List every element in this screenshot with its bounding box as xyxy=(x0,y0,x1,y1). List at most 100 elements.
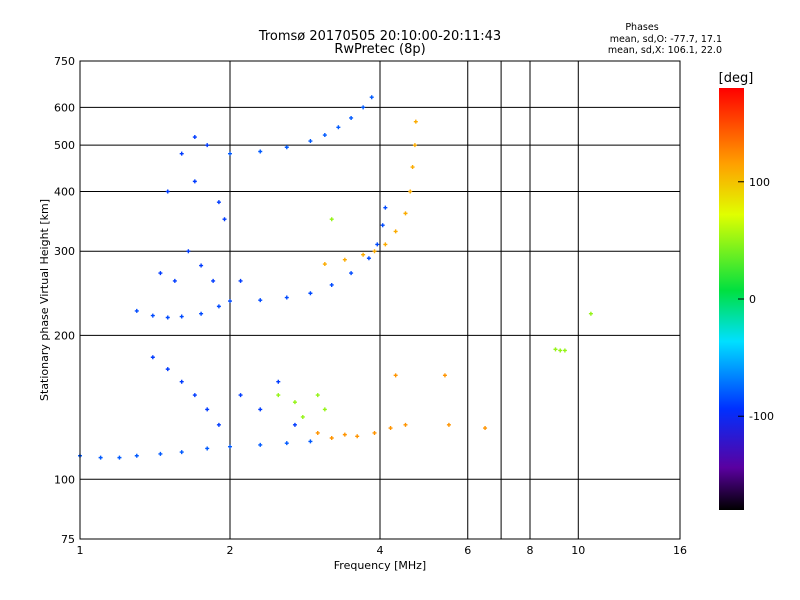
y-tick-label: 500 xyxy=(54,139,75,152)
echo-point xyxy=(284,441,289,446)
echo-point xyxy=(349,271,354,276)
y-tick-label: 300 xyxy=(54,245,75,258)
echo-point xyxy=(117,455,122,460)
echo-point xyxy=(192,179,197,184)
x-axis-label: Frequency [MHz] xyxy=(334,559,426,572)
echo-point xyxy=(322,407,327,412)
echo-point xyxy=(258,298,263,303)
echo-point xyxy=(315,393,320,398)
echo-point xyxy=(186,249,191,254)
colorbar-tick-label: 100 xyxy=(749,176,770,189)
echo-point xyxy=(292,422,297,427)
echo-point xyxy=(192,135,197,140)
echo-point xyxy=(375,242,380,247)
echo-point xyxy=(98,455,103,460)
echo-point xyxy=(179,379,184,384)
echo-point xyxy=(258,407,263,412)
echo-point xyxy=(483,426,488,431)
x-tick-label: 2 xyxy=(227,544,234,557)
chart-subtitle: RwPretec (8p) xyxy=(334,42,425,57)
y-tick-label: 200 xyxy=(54,329,75,342)
chart-title: Tromsø 20170505 20:10:00-20:11:43 xyxy=(258,29,501,44)
echo-point xyxy=(361,252,366,257)
echo-point xyxy=(150,355,155,360)
echo-point xyxy=(216,422,221,427)
echo-point xyxy=(322,262,327,267)
echo-point xyxy=(388,426,393,431)
echo-point xyxy=(228,299,232,304)
echo-point xyxy=(258,442,263,447)
x-tick-label: 6 xyxy=(464,544,471,557)
echo-point xyxy=(403,211,408,216)
echo-point xyxy=(222,217,227,222)
echo-point xyxy=(383,242,388,247)
y-axis-label: Stationary phase Virtual Height [km] xyxy=(38,199,51,401)
echo-point xyxy=(342,257,347,262)
echo-point xyxy=(179,151,184,156)
echo-point xyxy=(446,422,451,427)
echo-point xyxy=(562,348,567,353)
echo-point xyxy=(276,393,281,398)
echo-point xyxy=(413,119,418,124)
colorbar-label: [deg] xyxy=(719,71,754,86)
echo-point xyxy=(393,373,398,378)
echo-point xyxy=(412,143,417,148)
echo-point xyxy=(342,432,347,437)
echo-point xyxy=(276,379,281,384)
echo-point xyxy=(308,139,313,144)
echo-point xyxy=(284,295,289,300)
echo-point xyxy=(588,311,593,316)
echo-point xyxy=(410,165,415,170)
y-tick-label: 750 xyxy=(54,55,75,68)
echo-point xyxy=(228,151,232,156)
echo-point xyxy=(205,446,210,451)
echo-point xyxy=(308,439,313,444)
x-tick-label: 10 xyxy=(571,544,585,557)
y-tick-label: 75 xyxy=(61,533,75,546)
echo-point xyxy=(165,189,170,194)
echo-point xyxy=(403,422,408,427)
echo-point xyxy=(380,223,385,228)
colorbar-tick-label: 0 xyxy=(749,293,756,306)
echo-point xyxy=(315,430,320,435)
echo-point xyxy=(383,205,388,210)
phase-stats-o: mean, sd,O: -77.7, 17.1 xyxy=(610,34,722,45)
echo-point xyxy=(158,271,163,276)
echo-point xyxy=(179,314,184,319)
x-tick-label: 4 xyxy=(377,544,384,557)
echo-point xyxy=(393,229,398,234)
echo-point xyxy=(408,189,413,194)
echo-point xyxy=(292,400,297,405)
echo-point xyxy=(372,249,377,254)
echo-point xyxy=(216,200,221,205)
echo-point xyxy=(329,435,334,440)
echo-point xyxy=(216,304,221,309)
echo-point xyxy=(238,278,243,283)
echo-point xyxy=(372,430,377,435)
x-axis-ticks: 1 2 4 6 8 10 16 xyxy=(77,544,688,557)
echo-point xyxy=(558,348,563,353)
colorbar-ticks: 100 0 -100 xyxy=(738,176,774,423)
echo-point xyxy=(205,407,210,412)
echo-point xyxy=(211,278,216,283)
phase-stats-title: Phases xyxy=(625,22,658,33)
echo-point xyxy=(553,347,558,352)
y-axis-ticks: 75 100 200 300 400 500 600 750 xyxy=(54,55,75,546)
echo-point xyxy=(179,450,184,455)
echo-point xyxy=(199,311,204,316)
echo-point xyxy=(258,149,263,154)
echo-point xyxy=(134,308,139,313)
echo-point xyxy=(150,313,155,318)
y-tick-label: 400 xyxy=(54,185,75,198)
echo-point xyxy=(366,256,371,261)
x-tick-label: 16 xyxy=(673,544,687,557)
echo-point xyxy=(329,282,334,287)
echo-point xyxy=(238,393,243,398)
echo-point xyxy=(205,143,210,148)
echo-point xyxy=(134,453,139,458)
echo-point xyxy=(361,105,366,110)
echo-point xyxy=(442,373,447,378)
y-tick-label: 600 xyxy=(54,101,75,114)
